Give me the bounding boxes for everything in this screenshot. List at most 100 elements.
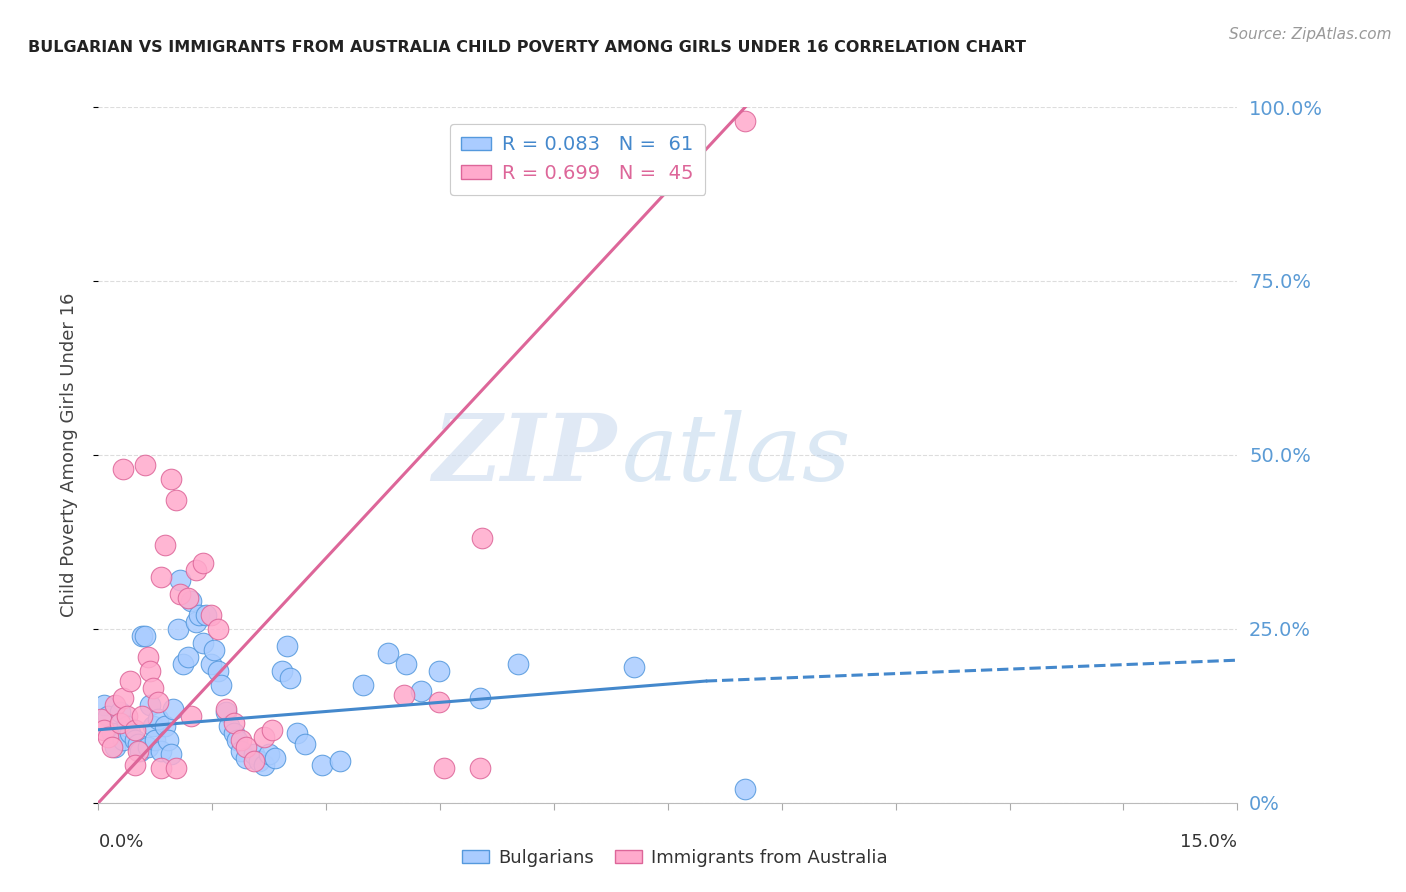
Point <box>134 629 156 643</box>
Y-axis label: Child Poverty Among Girls Under 16: Child Poverty Among Girls Under 16 <box>59 293 77 617</box>
Point <box>392 688 415 702</box>
Point <box>200 607 222 622</box>
Text: 0.0%: 0.0% <box>98 833 143 851</box>
Point <box>231 744 253 758</box>
Point <box>193 556 215 570</box>
Point <box>96 730 118 744</box>
Point <box>285 726 308 740</box>
Legend: Bulgarians, Immigrants from Australia: Bulgarians, Immigrants from Australia <box>454 842 896 874</box>
Text: Source: ZipAtlas.com: Source: ZipAtlas.com <box>1229 27 1392 42</box>
Point <box>108 715 131 730</box>
Point <box>184 615 207 629</box>
Point <box>157 733 180 747</box>
Point <box>142 681 165 695</box>
Point <box>225 733 247 747</box>
Point <box>93 698 115 713</box>
Point <box>427 695 450 709</box>
Point <box>155 719 177 733</box>
Point <box>131 629 153 643</box>
Point <box>172 657 194 671</box>
Point <box>195 607 218 622</box>
Point <box>243 754 266 768</box>
Point <box>149 570 172 584</box>
Point <box>218 719 240 733</box>
Point <box>129 744 152 758</box>
Point <box>180 594 202 608</box>
Point <box>101 726 124 740</box>
Point <box>278 671 301 685</box>
Point <box>131 708 153 723</box>
Point <box>311 757 333 772</box>
Point <box>215 706 238 720</box>
Point <box>253 730 276 744</box>
Point <box>167 622 190 636</box>
Point <box>395 657 418 671</box>
Point <box>139 664 162 678</box>
Point <box>247 754 270 768</box>
Point <box>263 750 285 764</box>
Text: atlas: atlas <box>623 410 852 500</box>
Point <box>149 744 172 758</box>
Point <box>165 761 187 775</box>
Point <box>90 712 112 726</box>
Point <box>165 493 187 508</box>
Point <box>124 757 146 772</box>
Point <box>124 733 146 747</box>
Point <box>222 715 245 730</box>
Point <box>253 757 276 772</box>
Point <box>235 740 257 755</box>
Point <box>468 761 491 775</box>
Text: 15.0%: 15.0% <box>1180 833 1237 851</box>
Point <box>134 458 156 473</box>
Point <box>180 708 202 723</box>
Point <box>506 657 529 671</box>
Point <box>139 698 162 713</box>
Point <box>146 695 169 709</box>
Point <box>271 664 294 678</box>
Point <box>169 573 191 587</box>
Point <box>329 754 352 768</box>
Point <box>149 761 172 775</box>
Point <box>427 664 450 678</box>
Legend: R = 0.083   N =  61, R = 0.699   N =  45: R = 0.083 N = 61, R = 0.699 N = 45 <box>450 124 706 194</box>
Point <box>96 708 118 723</box>
Point <box>734 781 756 796</box>
Point <box>243 747 266 761</box>
Point <box>377 646 399 660</box>
Point <box>136 740 159 755</box>
Point <box>142 719 165 733</box>
Point <box>108 706 131 720</box>
Point <box>145 733 167 747</box>
Point <box>111 691 134 706</box>
Point <box>155 538 177 552</box>
Point <box>294 737 316 751</box>
Point <box>235 750 257 764</box>
Point <box>202 642 225 657</box>
Point <box>162 702 184 716</box>
Point <box>120 726 142 740</box>
Point <box>259 747 281 761</box>
Point <box>111 733 134 747</box>
Point <box>111 462 134 476</box>
Point <box>411 684 433 698</box>
Point <box>104 740 127 755</box>
Point <box>146 712 169 726</box>
Point <box>127 737 149 751</box>
Point <box>193 636 215 650</box>
Point <box>187 607 209 622</box>
Text: ZIP: ZIP <box>433 410 617 500</box>
Point <box>276 639 298 653</box>
Point <box>159 472 181 486</box>
Point <box>209 677 232 691</box>
Point <box>222 726 245 740</box>
Point <box>136 649 159 664</box>
Point <box>127 744 149 758</box>
Point <box>433 761 456 775</box>
Point <box>215 702 238 716</box>
Point <box>623 660 645 674</box>
Point <box>471 532 494 546</box>
Point <box>169 587 191 601</box>
Point <box>352 677 374 691</box>
Point <box>231 733 253 747</box>
Point <box>117 708 139 723</box>
